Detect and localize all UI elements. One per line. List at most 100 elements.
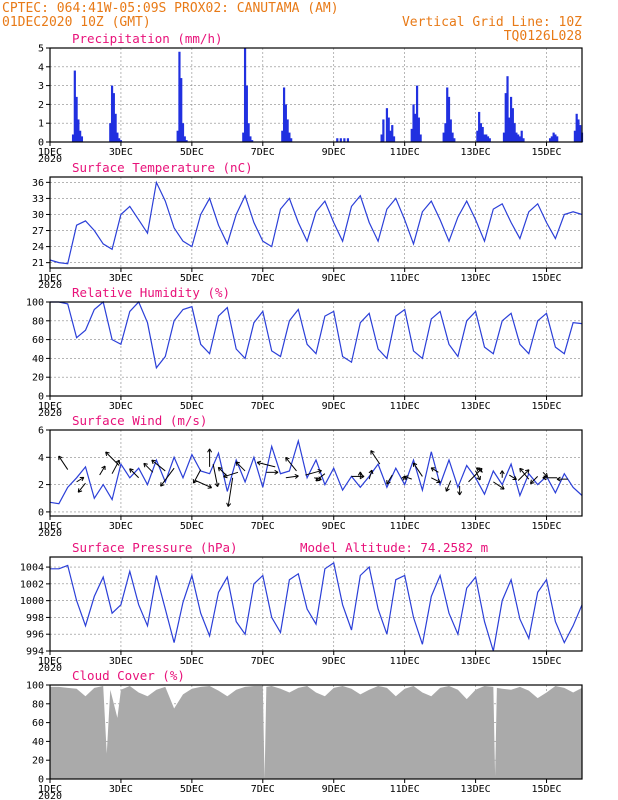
x-tick-label: 13DEC — [461, 147, 491, 158]
wind-arrow-shaft — [530, 476, 539, 484]
precip-bar — [71, 134, 75, 142]
wind-arrow-head — [256, 462, 261, 466]
wind-arrow-head — [315, 479, 320, 482]
x-tick-label: 11DEC — [390, 147, 420, 158]
x-tick-label: 7DEC — [251, 521, 275, 532]
precip-bar — [114, 113, 117, 142]
precip-bar — [573, 130, 577, 142]
precip-bar — [579, 125, 582, 142]
precip-bar — [518, 136, 522, 142]
precip-bar — [336, 138, 339, 142]
x-tick-label: 9DEC — [322, 147, 346, 158]
x-tick-label: 1DEC — [38, 401, 62, 412]
y-tick-label: 994 — [26, 647, 44, 658]
humidity-line — [50, 300, 583, 370]
y-tick-label: 0 — [38, 138, 44, 149]
y-tick-label: 0 — [38, 392, 44, 403]
precip-bar — [183, 136, 186, 142]
wind-arrow-head — [151, 459, 156, 462]
x-tick-label: 7DEC — [251, 147, 275, 158]
wind-arrow-head — [357, 471, 361, 476]
wind-arrow-head — [524, 469, 530, 472]
precip-bar — [511, 108, 514, 142]
wind-arrow-shaft — [370, 450, 381, 465]
wind-arrow-shaft — [223, 471, 239, 478]
wind-arrow-head — [318, 470, 322, 474]
x-tick-label: 13DEC — [461, 656, 491, 667]
precip-bar — [444, 123, 447, 142]
wind-arrow-head — [193, 480, 198, 484]
precip-bar — [488, 138, 491, 142]
wind-arrow-shaft — [77, 482, 86, 493]
x-tick-label: 11DEC — [390, 521, 420, 532]
wind-arrow-head — [105, 451, 108, 456]
wind-arrow-shaft — [217, 467, 228, 477]
wind-arrow-head — [160, 484, 165, 487]
precip-bar — [346, 138, 350, 142]
precip-bar — [504, 93, 507, 142]
precip-bar — [515, 132, 518, 142]
wind-arrow-shaft — [99, 465, 106, 476]
y-tick-label: 4 — [38, 62, 44, 73]
wind-arrow-head — [514, 475, 517, 480]
precip-bar — [414, 113, 417, 142]
wind-arrow-shaft — [386, 474, 393, 485]
wind-arrow-shaft — [404, 475, 412, 480]
wind-arrow-head — [556, 476, 561, 480]
precip-bar — [286, 119, 289, 142]
precip-bar — [550, 136, 553, 142]
precip-bar — [389, 130, 392, 142]
wind-arrow-shaft — [517, 469, 530, 481]
precip-bar — [554, 134, 557, 142]
precip-bar — [552, 132, 555, 142]
y-tick-label: 998 — [26, 613, 44, 624]
wind-arrow-shaft — [195, 480, 212, 489]
precip-bar — [110, 85, 114, 142]
y-tick-label: 0 — [38, 775, 44, 786]
wind-arrow-shaft — [542, 471, 548, 478]
panel-temperature: 21 24 27 30 33 36 1DEC 3DEC 5DEC 7DEC 9DEC 11DEC 13D… — [32, 160, 583, 291]
panel-title: Relative Humidity (%) — [72, 285, 230, 300]
station-header: CPTEC: 064:41W-05:09S PROX02: CANUTAMA (… — [2, 1, 339, 16]
wind-line — [49, 438, 583, 505]
y-tick-label: 1000 — [20, 596, 44, 607]
y-tick-label: 5 — [38, 44, 44, 55]
x-tick-label: 3DEC — [109, 784, 133, 795]
y-tick-label: 80 — [32, 316, 44, 327]
y-tick-label: 80 — [32, 699, 44, 710]
x-tick-label: 1DEC — [38, 273, 62, 284]
wind-arrow-shaft — [509, 474, 517, 480]
x-tick-label: 9DEC — [322, 521, 346, 532]
panel-frame — [49, 556, 583, 652]
wind-arrow-shaft — [143, 462, 154, 473]
wind-arrow-head — [274, 469, 279, 473]
x-tick-label: 11DEC — [390, 656, 420, 667]
wind-arrow-shaft — [315, 473, 326, 482]
pressure-line — [50, 561, 583, 652]
wind-arrow-shaft — [129, 468, 140, 479]
precip-bar — [485, 134, 488, 142]
x-tick-label: 15DEC — [531, 147, 561, 158]
x-tick-label: 3DEC — [109, 521, 133, 532]
y-tick-label: 60 — [32, 335, 44, 346]
x-tick-label: 13DEC — [461, 521, 491, 532]
precip-bar — [339, 138, 342, 142]
wind-arrow-head — [227, 503, 232, 507]
model-id: TQ0126L028 — [504, 29, 582, 44]
y-tick-label: 996 — [26, 630, 44, 641]
wind-arrow-head — [404, 475, 409, 477]
wind-arrow-head — [430, 467, 434, 472]
year-label: 2020 — [38, 154, 62, 165]
x-tick-label: 13DEC — [461, 273, 491, 284]
x-tick-label: 15DEC — [531, 656, 561, 667]
precip-bar — [508, 117, 511, 142]
wind-arrow-shaft — [475, 470, 481, 481]
wind-arrow-head — [208, 484, 213, 488]
precip-bar — [481, 126, 484, 142]
wind-arrow-head — [217, 467, 220, 472]
y-tick-label: 1002 — [20, 579, 44, 590]
wind-arrow-head — [542, 475, 547, 479]
wind-arrow-head — [101, 465, 106, 469]
precip-bar — [412, 104, 415, 142]
x-tick-label: 3DEC — [109, 656, 133, 667]
